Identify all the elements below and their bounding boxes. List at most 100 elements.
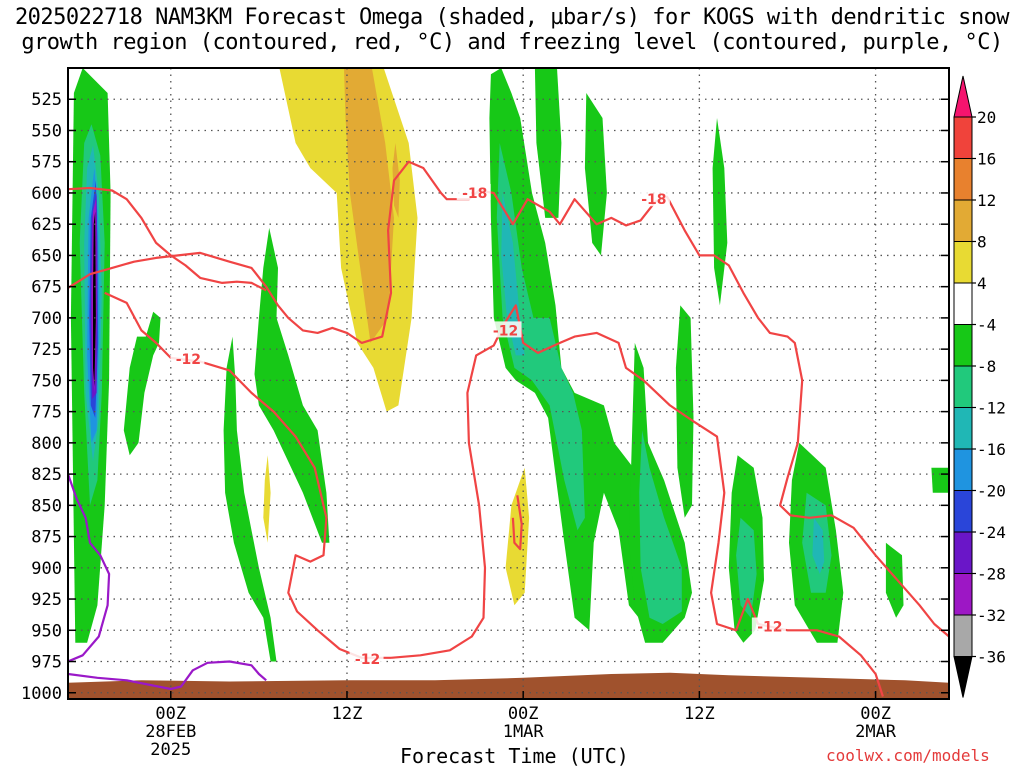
y-tick-label: 675	[31, 278, 62, 298]
y-tick-label: 975	[31, 653, 62, 673]
contour-label-bg	[635, 190, 670, 207]
y-tick-label: 625	[31, 215, 62, 235]
x-tick-label: 00Z	[508, 704, 539, 724]
plot-frame	[67, 67, 950, 700]
colorbar-swatch	[953, 158, 973, 201]
colorbar-swatch	[953, 116, 973, 159]
shade-green-pillar-2	[712, 118, 728, 306]
x-axis-title: Forecast Time (UTC)	[400, 744, 629, 768]
colorbar-label: -12	[977, 399, 1006, 418]
colorbar-label: -8	[977, 357, 996, 376]
shade-yellow-small	[263, 455, 271, 543]
colorbar-swatch	[953, 241, 973, 284]
shade-green-small-right	[885, 542, 904, 618]
shade-teal-region-a	[496, 143, 585, 531]
colorbar-swatch	[953, 407, 973, 450]
y-tick-label: 800	[31, 434, 62, 454]
colorbar-label: 4	[977, 274, 987, 293]
colorbar-swatch	[953, 531, 973, 574]
y-tick-label: 925	[31, 590, 62, 610]
y-tick-label: 725	[31, 340, 62, 360]
contour-label: -18	[641, 192, 666, 208]
shade-green-blob-1	[123, 311, 161, 456]
contour-label: -12	[493, 323, 518, 339]
credit-link[interactable]: coolwx.com/models	[826, 746, 990, 765]
colorbar-swatch	[953, 199, 973, 242]
contour-label-bg	[456, 183, 491, 200]
y-tick-label: 1000	[21, 684, 62, 704]
y-tick-label: 650	[31, 246, 62, 266]
shade-orange-column	[344, 68, 394, 343]
x-tick-label: 00Z	[155, 704, 186, 724]
y-tick-label: 750	[31, 371, 62, 391]
shade-teal-region-b	[501, 193, 525, 356]
x-tick-label: 12Z	[684, 704, 715, 724]
x-tick-label: 12Z	[332, 704, 363, 724]
shade-teal-right-tall	[639, 430, 682, 624]
colorbar-label: 12	[977, 191, 996, 210]
shade-green-edge-right	[931, 467, 949, 493]
colorbar-label: 8	[977, 233, 987, 252]
y-tick-label: 525	[31, 90, 62, 110]
y-tick-label: 875	[31, 528, 62, 548]
colorbar-swatch	[953, 490, 973, 533]
y-tick-label: 575	[31, 153, 62, 173]
shade-green-vert-1	[534, 68, 562, 218]
grid-lines	[68, 68, 949, 699]
contour-label-bg	[751, 617, 786, 634]
shade-teal-right-block	[736, 517, 757, 618]
y-tick-label: 550	[31, 121, 62, 141]
y-axis: 525 550 575 600 625 650 675 700 725 750 775 800 825 8…	[21, 90, 949, 704]
contour-label: -18	[462, 186, 487, 202]
contour-freezing-bottom	[68, 660, 267, 691]
terrain-surface	[68, 672, 949, 699]
colorbar-swatch	[953, 573, 973, 616]
colorbar-label: -28	[977, 565, 1006, 584]
colorbar-swatch	[953, 614, 973, 657]
contour-dgz-minus12-inner	[104, 291, 391, 659]
colorbar-swatch	[953, 448, 973, 491]
colorbar-label: -32	[977, 606, 1006, 625]
contour-dgz-minus18-top	[478, 189, 949, 638]
colorbar-label: -20	[977, 482, 1006, 501]
contour-label: -12	[176, 352, 201, 368]
colorbar-label: -4	[977, 316, 996, 335]
y-tick-label: 950	[31, 621, 62, 641]
contour-label: -12	[757, 620, 782, 636]
chart-title-line2: growth region (contoured, red, °C) and f…	[21, 30, 1003, 55]
y-tick-label: 900	[31, 559, 62, 579]
x-tick-label: 28FEB	[145, 722, 196, 742]
colorbar-label: -24	[977, 523, 1006, 542]
contour-labels: -18 -18 -12 -12 -12 -12	[170, 183, 786, 668]
contour-label-bg	[349, 650, 384, 667]
y-tick-label: 775	[31, 403, 62, 423]
shade-green-blob-2	[254, 227, 330, 543]
y-tick-label: 850	[31, 496, 62, 516]
shade-cyan-far-right	[812, 517, 825, 574]
contour-dgz-minus18-left	[68, 186, 267, 292]
shade-big-green-region	[489, 68, 656, 631]
omega-shading	[70, 68, 949, 662]
shade-green-vert-2	[584, 93, 607, 256]
colorbar-swatch	[953, 324, 973, 367]
chart-title-line1: 2025022718 NAM3KM Forecast Omega (shaded…	[14, 5, 1010, 30]
contour-dgz-minus12-left	[68, 160, 480, 344]
x-tick-label: 1MAR	[503, 722, 545, 742]
y-tick-label: 825	[31, 465, 62, 485]
colorbar-cap-top	[953, 75, 973, 118]
y-tick-label: 600	[31, 184, 62, 204]
colorbar: 20 16 12 8 4 -4 -8 -12 -16 -20 -24 -28 -32 -36	[953, 75, 1006, 698]
colorbar-swatch	[953, 365, 973, 408]
contour-dgz-minus12-small	[511, 495, 523, 551]
contour-label: -12	[355, 652, 380, 668]
colorbar-swatch	[953, 282, 973, 325]
x-tick-label: 2025	[150, 740, 191, 760]
y-tick-label: 700	[31, 309, 62, 329]
colorbar-label: -36	[977, 648, 1006, 667]
colorbar-label: -16	[977, 440, 1006, 459]
colorbar-label: 16	[977, 150, 996, 169]
x-tick-label: 00Z	[860, 704, 891, 724]
contour-label-bg	[170, 350, 205, 367]
